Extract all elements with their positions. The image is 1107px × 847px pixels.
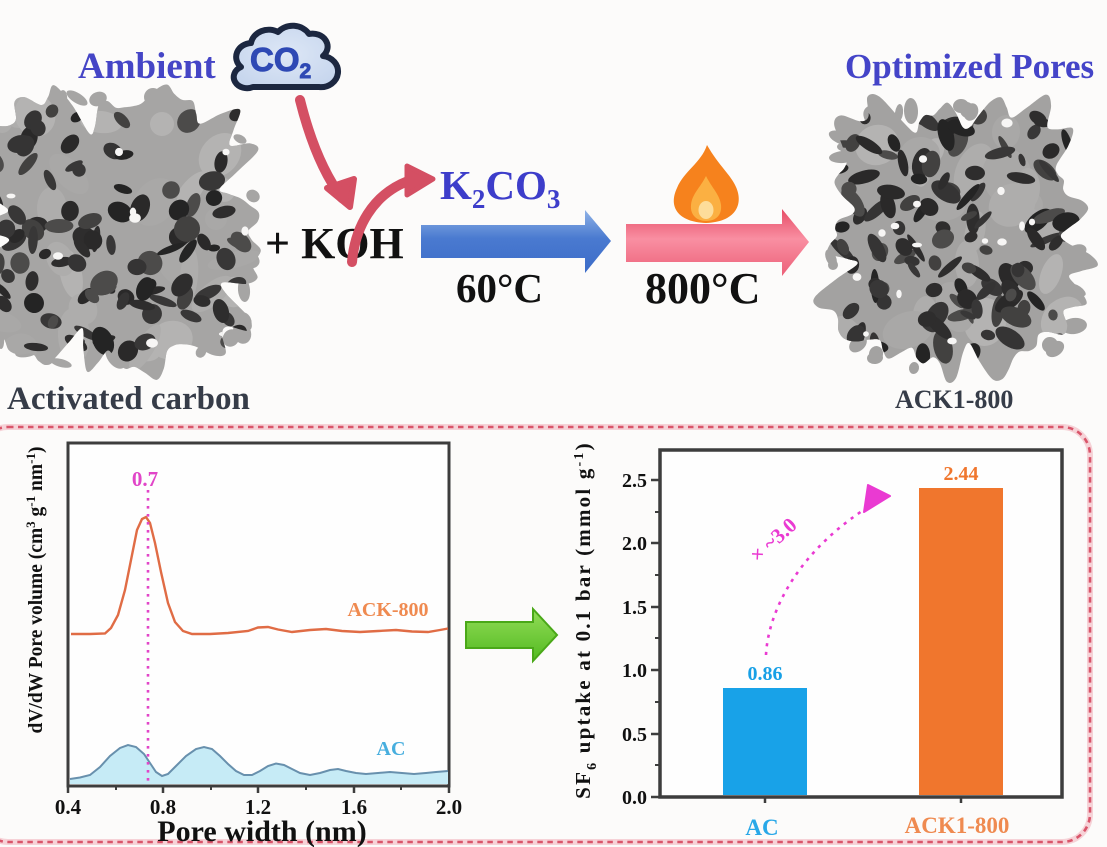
svg-text:2.44: 2.44 <box>944 463 979 485</box>
svg-text:0.5: 0.5 <box>622 724 647 746</box>
svg-text:0.0: 0.0 <box>622 787 647 809</box>
svg-text:dV/dW Pore volume (cm3 g-1 nm-: dV/dW Pore volume (cm3 g-1 nm-1) <box>23 447 47 734</box>
svg-text:1.0: 1.0 <box>622 660 647 682</box>
svg-text:K2CO3: K2CO3 <box>440 162 560 214</box>
svg-text:0.7: 0.7 <box>132 467 158 491</box>
svg-text:ACK1-800: ACK1-800 <box>905 813 1010 838</box>
svg-text:Activated carbon: Activated carbon <box>7 381 250 417</box>
svg-text:Pore width (nm): Pore width (nm) <box>157 815 366 847</box>
svg-text:AC: AC <box>377 738 406 760</box>
svg-text:1.6: 1.6 <box>341 795 367 819</box>
svg-text:0.8: 0.8 <box>150 795 176 819</box>
svg-text:AC: AC <box>745 815 778 840</box>
svg-text:1.5: 1.5 <box>622 597 647 619</box>
svg-text:1.2: 1.2 <box>245 795 271 819</box>
svg-text:Optimized Pores: Optimized Pores <box>845 47 1094 86</box>
svg-text:60°C: 60°C <box>456 265 543 311</box>
svg-text:ACK-800: ACK-800 <box>347 599 428 621</box>
svg-text:800°C: 800°C <box>645 264 760 313</box>
svg-text:2.0: 2.0 <box>622 533 647 555</box>
svg-text:Ambient: Ambient <box>78 46 216 87</box>
svg-text:2.5: 2.5 <box>622 470 647 492</box>
svg-text:0.86: 0.86 <box>748 663 783 685</box>
svg-text:2.0: 2.0 <box>436 795 462 819</box>
svg-text:0.4: 0.4 <box>55 795 82 819</box>
svg-text:+ KOH: + KOH <box>265 219 404 268</box>
svg-text:ACK1-800: ACK1-800 <box>895 385 1013 414</box>
